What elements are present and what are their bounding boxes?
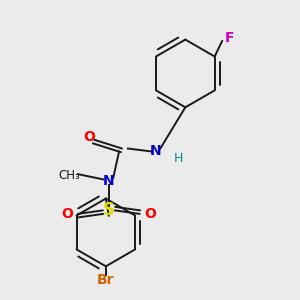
Text: F: F (225, 31, 234, 45)
Text: O: O (61, 207, 74, 221)
Text: O: O (84, 130, 96, 144)
Text: CH₃: CH₃ (58, 169, 80, 182)
Text: O: O (144, 207, 156, 221)
Text: Br: Br (97, 273, 115, 287)
Text: N: N (103, 174, 115, 188)
Text: S: S (103, 201, 115, 219)
Text: N: N (150, 145, 162, 158)
Text: H: H (173, 152, 183, 165)
